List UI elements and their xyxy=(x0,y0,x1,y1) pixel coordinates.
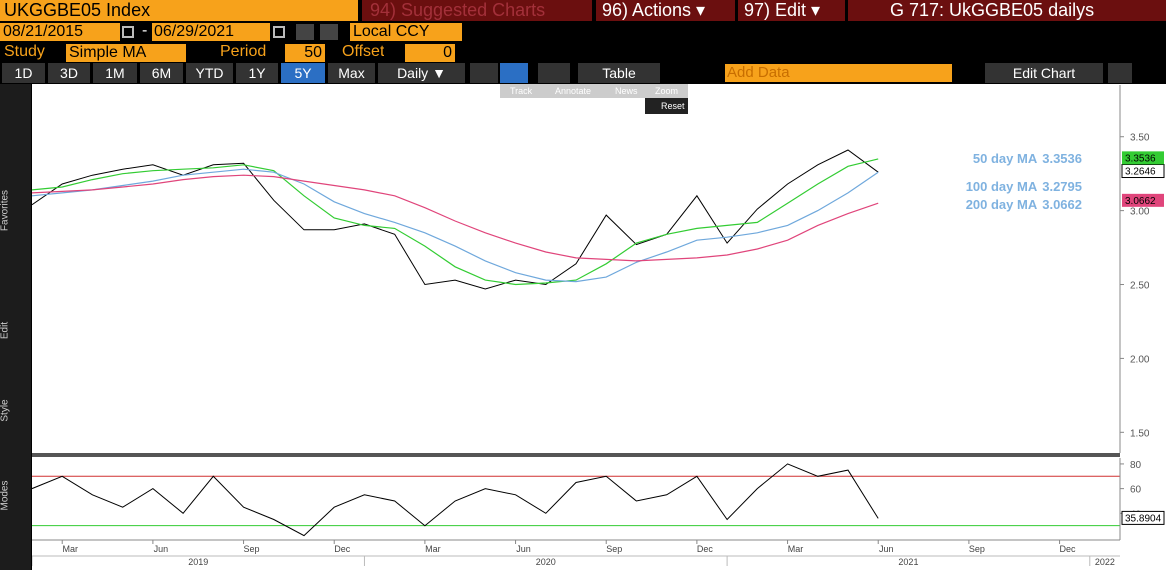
chart: 1.502.002.503.003.503.26463.35363.066240… xyxy=(32,84,1166,570)
x-tick-label: Dec xyxy=(1060,544,1077,554)
y-tick-label: 2.50 xyxy=(1130,281,1150,292)
x-tick-label: Sep xyxy=(606,544,622,554)
x-tick-label: Mar xyxy=(62,544,78,554)
year-label: 2020 xyxy=(536,557,556,567)
y-tick-label: 60 xyxy=(1130,485,1142,496)
series-line xyxy=(32,174,879,262)
chart-tool[interactable]: Zoom xyxy=(655,86,679,96)
period-button[interactable]: YTD xyxy=(186,63,233,83)
period-button[interactable]: Max xyxy=(328,63,375,83)
security-title: UKGGBE05 Index xyxy=(0,0,358,21)
chart-type-dropdown[interactable] xyxy=(538,63,570,83)
y-tick-label: 3.00 xyxy=(1130,207,1150,218)
chart-background xyxy=(32,84,1166,570)
side-label: Favorites xyxy=(0,189,11,232)
edit-menu[interactable]: 97) Edit ▾ xyxy=(738,0,845,21)
offset-label: Offset xyxy=(342,43,385,60)
actions-menu[interactable]: 96) Actions ▾ xyxy=(596,0,735,21)
series-line xyxy=(32,149,879,290)
period-button[interactable]: 5Y xyxy=(281,63,325,83)
x-tick-label: Sep xyxy=(244,544,260,554)
period-button[interactable]: 6M xyxy=(140,63,183,83)
period-label: Period xyxy=(220,43,267,60)
date-separator: - xyxy=(142,22,148,39)
prev-button[interactable] xyxy=(296,24,314,40)
year-label: 2022 xyxy=(1095,557,1115,567)
side-toolbar xyxy=(0,84,31,570)
y-tick-label: 3.50 xyxy=(1130,133,1150,144)
x-tick-label: Jun xyxy=(516,544,531,554)
ma-value: 3.3536 xyxy=(1042,151,1082,166)
edit-chart[interactable]: Edit Chart xyxy=(985,63,1103,83)
side-label: Edit xyxy=(0,321,11,340)
start-date[interactable]: 08/21/2015 xyxy=(0,23,120,41)
period-button[interactable]: 1Y xyxy=(236,63,278,83)
x-tick-label: Mar xyxy=(788,544,804,554)
x-tick-label: Dec xyxy=(334,544,351,554)
period-value[interactable]: 50 xyxy=(285,44,325,62)
series-line xyxy=(32,168,879,283)
add-data[interactable]: Add Data xyxy=(725,64,952,82)
bar-icon[interactable] xyxy=(500,63,528,83)
period-button[interactable]: 1D xyxy=(2,63,45,83)
x-tick-label: Sep xyxy=(969,544,985,554)
side-label: Modes xyxy=(0,480,11,511)
currency[interactable]: Local CCY xyxy=(350,23,462,41)
ma-value: 3.0662 xyxy=(1042,197,1082,212)
year-label: 2019 xyxy=(188,557,208,567)
last-value-box xyxy=(1122,151,1164,165)
line-icon[interactable] xyxy=(470,63,498,83)
reset-button[interactable]: Reset xyxy=(645,98,688,114)
series-line xyxy=(32,463,879,537)
panel-divider xyxy=(32,453,1120,457)
frequency[interactable]: Daily ▼ xyxy=(378,63,465,83)
ma-annotation: 100 day MA 3.2795 xyxy=(966,179,1082,194)
suggested-charts[interactable]: 94) Suggested Charts xyxy=(362,0,592,21)
chart-tools: Track Annotate News Zoom xyxy=(500,84,688,98)
study-label: Study xyxy=(4,43,45,60)
next-button[interactable] xyxy=(320,24,338,40)
ma-name: 50 day MA xyxy=(973,151,1038,166)
period-button[interactable]: 3D xyxy=(48,63,90,83)
x-tick-label: Jun xyxy=(879,544,894,554)
chart-tool[interactable]: Annotate xyxy=(555,86,592,96)
ma-annotation: 200 day MA 3.0662 xyxy=(966,197,1082,212)
end-date[interactable]: 06/29/2021 xyxy=(152,23,270,41)
x-tick-label: Dec xyxy=(697,544,714,554)
last-value-label: 3.2646 xyxy=(1125,167,1156,178)
study-value[interactable]: Simple MA xyxy=(66,44,186,62)
chart-tool[interactable]: Track xyxy=(510,86,533,96)
ma-name: 100 day MA xyxy=(966,179,1038,194)
ma-value: 3.2795 xyxy=(1042,179,1082,194)
settings-icon[interactable] xyxy=(1108,63,1132,83)
last-value-label: 35.8904 xyxy=(1125,513,1162,524)
calendar-icon[interactable] xyxy=(273,26,285,38)
y-tick-label: 2.00 xyxy=(1130,354,1150,365)
table-button[interactable]: Table xyxy=(578,63,660,83)
side-label: Style xyxy=(0,399,11,422)
ma-name: 200 day MA xyxy=(966,197,1038,212)
offset-value[interactable]: 0 xyxy=(405,44,455,62)
last-value-label: 3.3536 xyxy=(1125,153,1156,164)
last-value-label: 3.0662 xyxy=(1125,196,1156,207)
ma-annotation: 50 day MA 3.3536 xyxy=(973,151,1082,166)
last-value-box xyxy=(1122,193,1164,207)
x-tick-label: Mar xyxy=(425,544,441,554)
y-tick-label: 1.50 xyxy=(1130,428,1150,439)
period-button[interactable]: 1M xyxy=(93,63,137,83)
x-tick-label: Jun xyxy=(154,544,169,554)
series-line xyxy=(32,158,879,286)
calendar-icon[interactable] xyxy=(122,26,134,38)
function-code: G 717: UkGGBE05 dailys xyxy=(848,0,1166,21)
last-value-box xyxy=(1121,510,1165,525)
y-tick-label: 80 xyxy=(1130,460,1142,471)
year-label: 2021 xyxy=(898,557,918,567)
chart-tool[interactable]: News xyxy=(615,86,638,96)
last-value-box xyxy=(1121,164,1165,179)
